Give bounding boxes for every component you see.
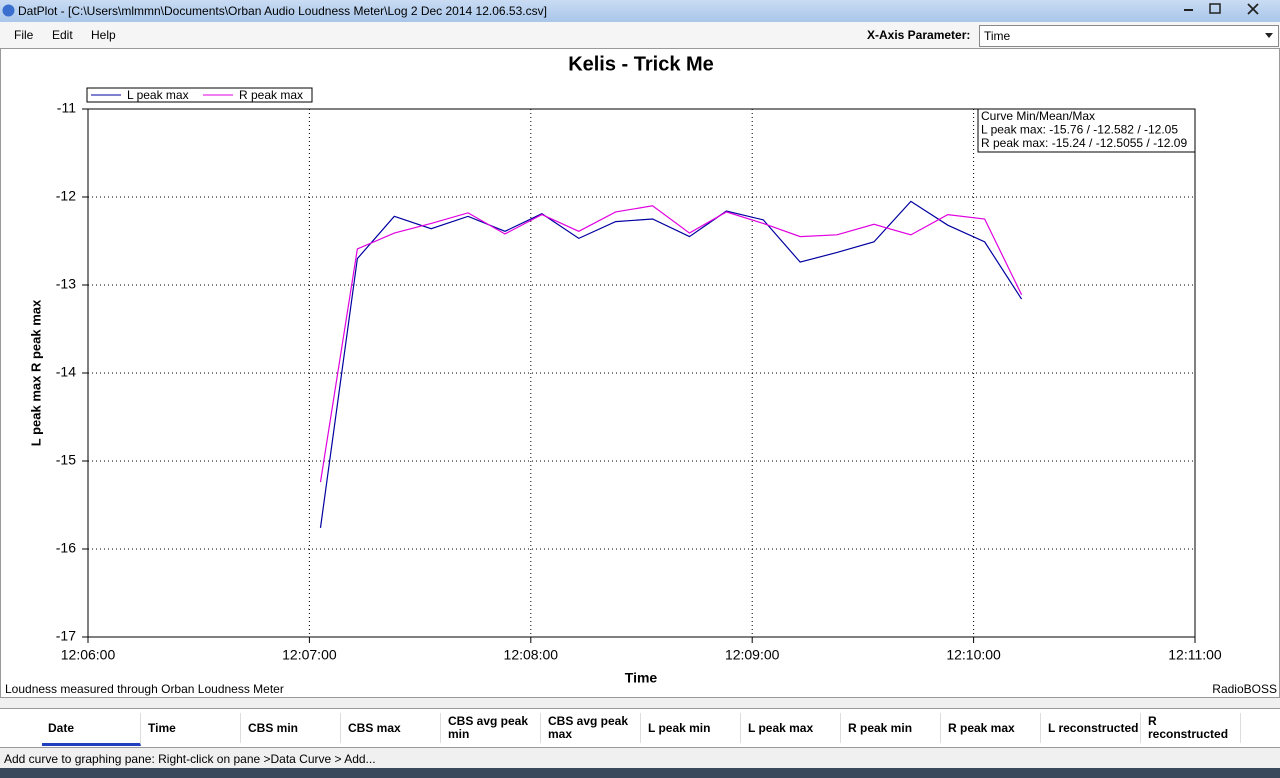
x-tick-label: 12:08:00	[504, 647, 559, 663]
menu-item[interactable]: Edit	[52, 28, 73, 42]
table-header: Date Time CBS min CBS max CBS avg peak min CB…	[0, 708, 1280, 748]
x-tick-label: 12:10:00	[946, 647, 1001, 663]
column-header[interactable]: Date	[42, 713, 141, 746]
stats-line: Curve Min/Mean/Max	[981, 109, 1095, 123]
taskbar	[0, 768, 1280, 778]
column-header[interactable]: CBS avg peak min	[442, 713, 541, 743]
stats-box	[977, 108, 1196, 153]
column-header[interactable]: CBS max	[342, 713, 441, 743]
column-header[interactable]: CBS min	[242, 713, 341, 743]
x-tick-label: 12:07:00	[282, 647, 337, 663]
column-header[interactable]: L peak max	[742, 713, 841, 743]
y-axis-label: L peak max R peak max	[28, 299, 43, 446]
y-tick-label: -13	[56, 276, 76, 292]
y-tick-label: -12	[56, 188, 76, 204]
x-axis-label: Time	[625, 670, 658, 686]
chart-title: Kelis - Trick Me	[568, 53, 714, 75]
x-tick-label: 12:11:00	[1168, 647, 1222, 663]
x-axis-parameter-select[interactable]: Time	[979, 25, 1279, 47]
column-header[interactable]: R peak min	[842, 713, 941, 743]
x-tick-label: 12:09:00	[725, 647, 780, 663]
legend-label: L peak max	[127, 88, 189, 102]
menu-item[interactable]: File	[14, 28, 34, 42]
window-title: DatPlot - [C:\Users\mlmmn\Documents\Orba…	[18, 4, 547, 18]
y-tick-label: -11	[57, 100, 76, 116]
column-header[interactable]: L reconstructed	[1042, 713, 1141, 743]
select-value: Time	[984, 29, 1011, 43]
stats-line: R peak max: -15.24 / -12.5055 / -12.09	[981, 136, 1187, 150]
column-header[interactable]: R reconstructed	[1142, 713, 1241, 743]
footer-right: RadioBOSS	[1212, 682, 1277, 696]
column-header[interactable]: L peak min	[642, 713, 741, 743]
status-bar: Add curve to graphing pane: Right-click …	[4, 752, 376, 766]
column-header[interactable]: R peak max	[942, 713, 1041, 743]
column-header[interactable]: Time	[142, 713, 241, 743]
app-icon	[2, 4, 15, 17]
y-tick-label: -17	[56, 628, 76, 644]
data-line	[319, 200, 1023, 528]
title-bar: DatPlot - [C:\Users\mlmmn\Documents\Orba…	[0, 0, 1280, 22]
x-tick-label: 12:06:00	[61, 647, 116, 663]
column-header[interactable]: CBS avg peak max	[542, 713, 641, 743]
legend-label: R peak max	[239, 88, 303, 102]
y-tick-label: -15	[56, 452, 76, 468]
footer-left: Loudness measured through Orban Loudness…	[5, 682, 284, 696]
y-tick-label: -14	[56, 364, 76, 380]
data-line	[319, 205, 1023, 483]
menu-item[interactable]: Help	[91, 28, 116, 42]
window-controls[interactable]	[1176, 0, 1280, 20]
dropdown-arrow	[1265, 33, 1273, 38]
y-tick-label: -16	[56, 540, 76, 556]
stats-line: L peak max: -15.76 / -12.582 / -12.05	[981, 123, 1178, 137]
chart: Kelis - Trick Me -11 -12 -13 -14 -15 -16 -17 12:…	[0, 48, 1280, 698]
legend-box	[86, 87, 313, 103]
x-axis-parameter-label: X-Axis Parameter:	[867, 28, 971, 42]
